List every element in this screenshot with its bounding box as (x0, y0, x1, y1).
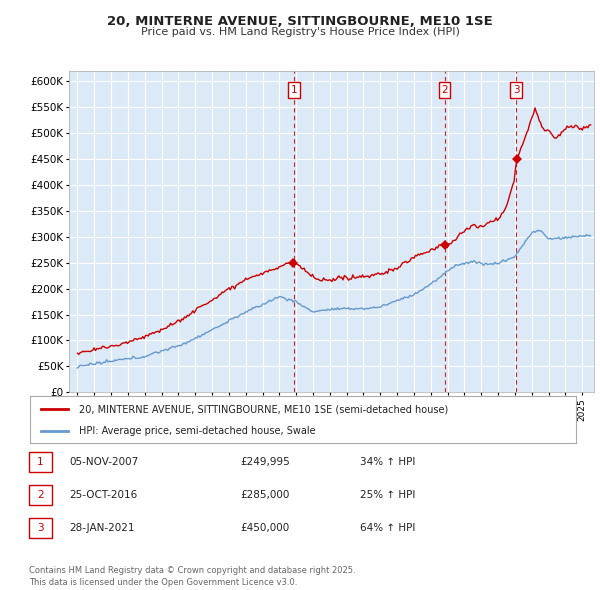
Text: 3: 3 (513, 85, 520, 95)
Text: 25-OCT-2016: 25-OCT-2016 (69, 490, 137, 500)
Text: HPI: Average price, semi-detached house, Swale: HPI: Average price, semi-detached house,… (79, 426, 316, 436)
Text: 1: 1 (37, 457, 44, 467)
Text: 1: 1 (290, 85, 297, 95)
Text: Contains HM Land Registry data © Crown copyright and database right 2025.
This d: Contains HM Land Registry data © Crown c… (29, 566, 355, 587)
Text: 64% ↑ HPI: 64% ↑ HPI (360, 523, 415, 533)
Text: 3: 3 (37, 523, 44, 533)
Text: 25% ↑ HPI: 25% ↑ HPI (360, 490, 415, 500)
Text: 28-JAN-2021: 28-JAN-2021 (69, 523, 134, 533)
Text: Price paid vs. HM Land Registry's House Price Index (HPI): Price paid vs. HM Land Registry's House … (140, 27, 460, 37)
Text: £285,000: £285,000 (240, 490, 289, 500)
Text: £249,995: £249,995 (240, 457, 290, 467)
Text: 2: 2 (37, 490, 44, 500)
Text: 20, MINTERNE AVENUE, SITTINGBOURNE, ME10 1SE (semi-detached house): 20, MINTERNE AVENUE, SITTINGBOURNE, ME10… (79, 404, 448, 414)
Text: 20, MINTERNE AVENUE, SITTINGBOURNE, ME10 1SE: 20, MINTERNE AVENUE, SITTINGBOURNE, ME10… (107, 15, 493, 28)
Text: 2: 2 (441, 85, 448, 95)
Text: 34% ↑ HPI: 34% ↑ HPI (360, 457, 415, 467)
Text: £450,000: £450,000 (240, 523, 289, 533)
Text: 05-NOV-2007: 05-NOV-2007 (69, 457, 138, 467)
